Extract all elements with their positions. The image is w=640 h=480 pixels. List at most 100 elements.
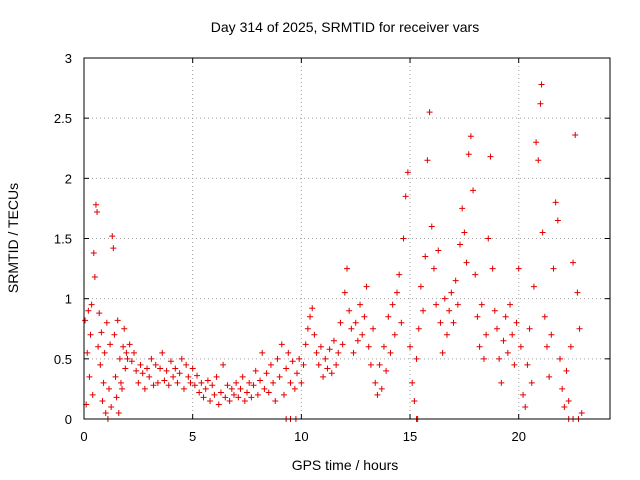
data-point	[346, 307, 353, 314]
data-point	[404, 169, 411, 176]
data-point	[541, 313, 548, 320]
data-point	[361, 313, 368, 320]
data-point	[378, 385, 385, 392]
data-point	[470, 187, 477, 194]
data-point	[152, 361, 159, 368]
data-point	[117, 379, 124, 386]
data-point	[180, 385, 187, 392]
data-point	[159, 349, 166, 356]
data-point	[261, 385, 268, 392]
data-point	[98, 329, 105, 336]
data-point	[135, 379, 142, 386]
data-point	[294, 370, 301, 377]
data-point	[387, 349, 394, 356]
data-point	[130, 349, 137, 356]
data-point	[215, 401, 222, 408]
data-point	[433, 301, 440, 308]
data-point	[383, 367, 390, 374]
data-point	[538, 81, 545, 88]
data-point	[107, 341, 114, 348]
data-point	[491, 307, 498, 314]
data-point	[365, 343, 372, 350]
data-point	[154, 379, 161, 386]
data-point	[543, 343, 550, 350]
data-point	[307, 313, 314, 320]
data-point	[112, 373, 119, 380]
data-point	[315, 361, 322, 368]
y-tick-label: 0	[65, 412, 72, 427]
data-point	[211, 391, 218, 398]
data-point	[183, 361, 190, 368]
data-point	[330, 337, 337, 344]
y-tick-label: 1.5	[54, 232, 72, 247]
data-point	[122, 365, 129, 372]
data-point	[550, 265, 557, 272]
data-point	[359, 331, 366, 338]
data-point	[272, 397, 279, 404]
data-point	[254, 391, 261, 398]
data-point	[144, 365, 151, 372]
data-point	[480, 355, 487, 362]
data-point	[105, 385, 112, 392]
data-point	[86, 373, 93, 380]
data-point	[385, 313, 392, 320]
data-point	[344, 265, 350, 272]
data-point	[324, 365, 331, 372]
data-point	[376, 361, 383, 368]
data-point	[522, 403, 529, 410]
data-point	[357, 301, 364, 308]
data-point	[326, 346, 333, 353]
data-point	[557, 355, 564, 362]
data-point	[191, 382, 198, 389]
data-point	[511, 361, 518, 368]
data-point	[348, 325, 355, 332]
data-point	[535, 157, 542, 164]
data-point	[509, 331, 516, 338]
data-point	[389, 301, 396, 308]
data-point	[457, 241, 464, 248]
data-point	[213, 373, 220, 380]
data-point	[233, 379, 240, 386]
data-point	[189, 365, 196, 372]
data-point	[413, 355, 420, 362]
data-point	[439, 349, 446, 356]
data-point	[167, 358, 174, 365]
data-point	[372, 379, 379, 386]
data-point	[302, 341, 309, 348]
data-point	[187, 379, 194, 386]
data-point	[296, 355, 303, 362]
data-point	[309, 305, 316, 312]
data-point	[265, 389, 272, 396]
data-point	[285, 349, 292, 356]
data-point	[374, 391, 381, 398]
y-tick-label: 2.5	[54, 111, 72, 126]
data-point	[402, 193, 409, 200]
data-point	[548, 331, 555, 338]
data-point	[198, 379, 205, 386]
x-tick-label: 0	[80, 429, 87, 444]
data-point	[485, 235, 492, 242]
data-point	[252, 367, 259, 374]
data-point	[291, 385, 298, 392]
data-point	[320, 373, 327, 380]
data-point	[578, 409, 585, 416]
data-point	[489, 265, 496, 272]
data-point	[274, 355, 281, 362]
data-point	[100, 379, 107, 386]
data-point	[174, 379, 181, 386]
data-point	[443, 331, 450, 338]
data-point	[157, 365, 164, 372]
data-point	[89, 391, 96, 398]
data-point	[126, 341, 133, 348]
data-point	[500, 337, 507, 344]
data-point	[517, 343, 524, 350]
data-point	[91, 274, 98, 281]
data-point	[465, 151, 472, 158]
data-point	[263, 370, 270, 377]
x-tick-label: 5	[189, 429, 196, 444]
data-point	[441, 295, 448, 302]
data-point	[267, 361, 274, 368]
data-point	[244, 389, 251, 396]
data-point	[498, 379, 505, 386]
data-point	[250, 382, 257, 389]
